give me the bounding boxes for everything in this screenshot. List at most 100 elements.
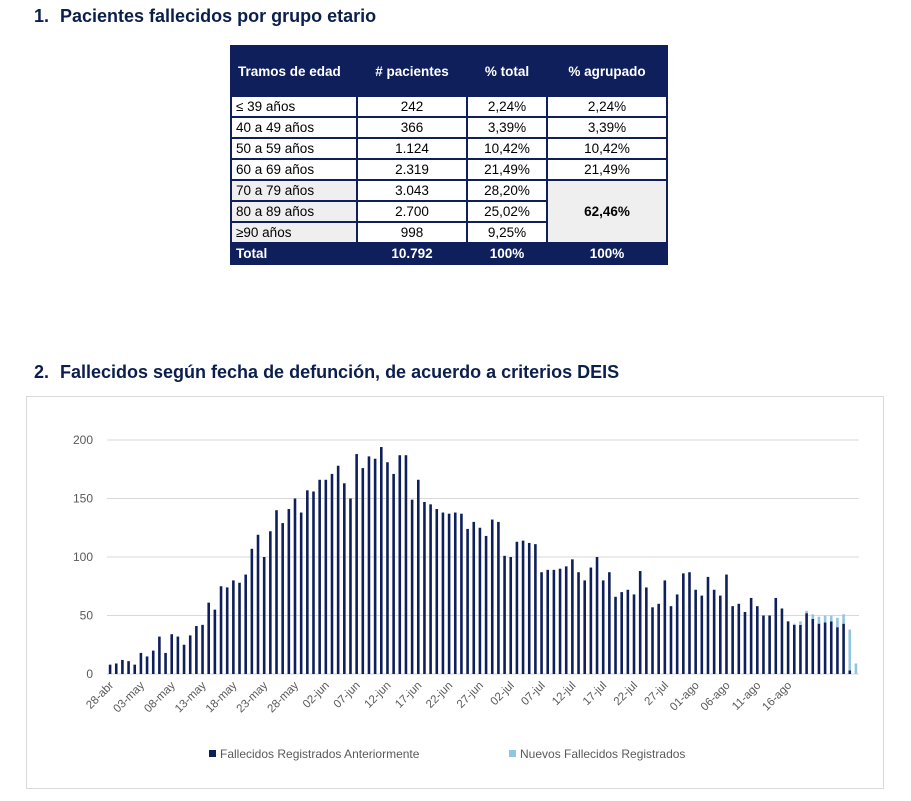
section-2-number: 2.: [34, 362, 50, 382]
table-row: 80 a 89 años 2.700 25,02%: [230, 200, 667, 223]
bar-previous: [398, 455, 402, 674]
bar-previous: [521, 540, 525, 674]
bar-new: [829, 615, 833, 622]
bar-previous: [108, 664, 112, 674]
bar-previous: [250, 548, 254, 674]
bar-previous: [380, 447, 383, 674]
bar-previous: [645, 587, 648, 674]
cell-patients: 1.124: [356, 137, 468, 160]
header-pct-total: % total: [466, 45, 548, 97]
bar-new: [792, 623, 796, 625]
bar-previous: [527, 542, 531, 674]
cell-pct: 10,42%: [466, 137, 548, 160]
bar-previous: [460, 513, 463, 674]
bar-previous: [534, 544, 537, 674]
bar-new: [836, 617, 839, 628]
x-tick-label: 17-jul: [581, 680, 609, 708]
x-tick-label: 23-may: [235, 679, 271, 715]
bar-previous: [601, 580, 605, 674]
bar-previous: [287, 509, 291, 674]
bar-new: [848, 629, 852, 671]
bar-previous: [756, 606, 759, 674]
legend-label: Fallecidos Registrados Anteriormente: [220, 747, 420, 761]
x-tick-label: 12-jul: [550, 680, 578, 708]
header-pct-grouped: % agrupado: [546, 45, 668, 97]
total-grouped: 100%: [546, 242, 668, 265]
bar-previous: [367, 456, 371, 674]
section-1-heading: 1. Pacientes fallecidos por grupo etario: [34, 6, 376, 27]
bar-previous: [262, 557, 266, 674]
cell-age: ≥90 años: [230, 221, 358, 244]
cell-patients: 2.700: [356, 200, 468, 223]
table-row: ≥90 años 998 9,25%: [230, 221, 667, 244]
section-2-title: Fallecidos según fecha de defunción, de …: [60, 362, 620, 382]
bar-previous: [170, 634, 174, 674]
bar-previous: [811, 619, 815, 674]
bar-previous: [608, 572, 611, 674]
bar-previous: [836, 627, 839, 674]
bar-previous: [158, 636, 161, 674]
bar-previous: [490, 519, 494, 674]
bar-previous: [256, 534, 260, 674]
bar-previous: [614, 596, 617, 674]
bar-previous: [564, 566, 568, 674]
bar-previous: [675, 594, 679, 674]
bar-previous: [318, 479, 321, 674]
cell-patients: 998: [356, 221, 468, 244]
section-2-heading: 2. Fallecidos según fecha de defunción, d…: [34, 362, 619, 383]
x-tick-label: 01-ago: [668, 680, 702, 714]
cell-patients: 366: [356, 116, 468, 139]
cell-grouped: 21,49%: [546, 158, 668, 181]
bar-new: [854, 663, 858, 674]
bar-new: [823, 615, 827, 623]
bar-previous: [540, 572, 543, 674]
legend-swatch: [209, 750, 216, 757]
cell-patients: 3.043: [356, 179, 468, 202]
x-tick-label: 13-may: [173, 679, 209, 715]
bar-previous: [848, 670, 852, 674]
bar-previous: [219, 586, 223, 674]
bar-previous: [657, 603, 660, 674]
bar-previous: [589, 567, 593, 674]
bar-previous: [232, 580, 235, 674]
x-tick-label: 16-ago: [760, 680, 794, 714]
bar-previous: [139, 652, 143, 674]
x-tick-label: 22-jul: [612, 680, 640, 708]
bar-previous: [238, 582, 241, 674]
bar-previous: [145, 656, 149, 674]
bar-previous: [792, 624, 796, 674]
bar-previous: [571, 559, 574, 674]
bar-previous: [774, 597, 778, 674]
bar-previous: [447, 513, 451, 674]
bar-previous: [780, 608, 784, 674]
bar-previous: [195, 626, 198, 674]
bar-previous: [669, 606, 673, 674]
header-age-range: Tramos de edad: [230, 45, 358, 97]
x-tick-label: 27-jun: [455, 680, 486, 711]
cell-grouped: 10,42%: [546, 137, 668, 160]
section-1-number: 1.: [34, 6, 50, 26]
bar-previous: [429, 504, 432, 674]
bar-previous: [682, 573, 685, 674]
table-row: ≤ 39 años 242 2,24% 2,24%: [230, 95, 668, 118]
bar-previous: [577, 572, 580, 674]
bar-previous: [626, 589, 630, 674]
bar-previous: [725, 574, 728, 674]
bar-previous: [823, 622, 827, 674]
x-tick-label: 18-may: [204, 679, 240, 715]
cell-patients: 2.319: [356, 158, 468, 181]
bar-previous: [719, 595, 722, 674]
cell-pct: 2,24%: [466, 95, 548, 118]
bar-previous: [269, 531, 272, 674]
bar-previous: [466, 528, 469, 674]
cell-pct: 21,49%: [466, 158, 548, 181]
bar-previous: [762, 615, 765, 674]
legend-swatch: [509, 750, 516, 757]
table-total-row: Total 10.792 100% 100%: [230, 242, 668, 265]
x-tick-label: 17-jun: [393, 680, 424, 711]
bar-previous: [151, 650, 155, 674]
bar-previous: [416, 479, 420, 674]
header-patients: # pacientes: [356, 45, 468, 97]
bar-previous: [651, 607, 654, 674]
bar-previous: [114, 663, 118, 674]
